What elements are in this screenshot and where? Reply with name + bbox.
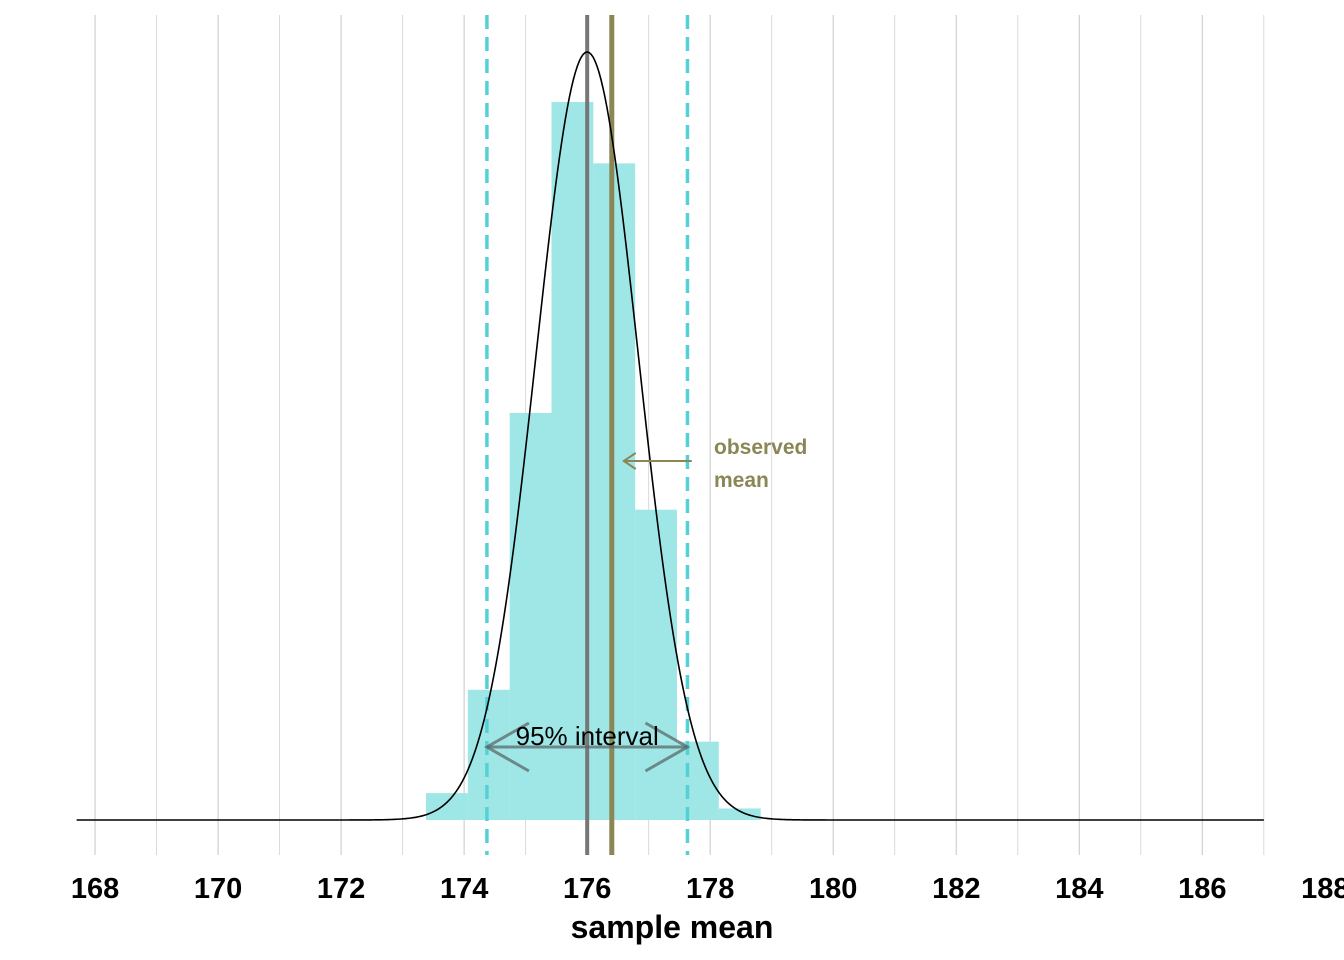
reference-lines xyxy=(485,15,690,855)
x-tick-label: 170 xyxy=(194,873,242,905)
x-tick-label: 178 xyxy=(686,873,734,905)
grid-lines xyxy=(94,15,1265,855)
observed-label-line1: observed xyxy=(714,436,807,459)
interval-annotation: 95% interval xyxy=(483,721,691,773)
x-tick-label: 182 xyxy=(932,873,980,905)
x-tick-label: 184 xyxy=(1055,873,1103,905)
interval-label: 95% interval xyxy=(516,721,659,751)
density-curve xyxy=(76,51,1264,821)
observed-arrowhead xyxy=(621,452,637,470)
x-tick-label: 174 xyxy=(440,873,488,905)
x-axis-ticks: 168 170 172 174 176 178 180 182 184 186 188 xyxy=(71,873,1344,905)
histogram-bar xyxy=(509,412,552,820)
histogram-bar xyxy=(718,808,761,820)
density-curve-group xyxy=(76,51,1264,821)
histogram-bar xyxy=(635,509,677,820)
x-axis-title: sample mean xyxy=(571,909,774,945)
x-tick-label: 180 xyxy=(809,873,857,905)
x-tick-label: 168 xyxy=(71,873,119,905)
observed-mean-annotation: observed mean xyxy=(621,436,807,492)
x-tick-label: 188 xyxy=(1301,873,1344,905)
interval-arrowhead-right xyxy=(644,721,691,773)
x-tick-label: 186 xyxy=(1178,873,1226,905)
x-tick-label: 172 xyxy=(317,873,365,905)
interval-arrowhead-left xyxy=(483,721,530,773)
observed-label-line2: mean xyxy=(714,469,769,492)
histogram-bar xyxy=(426,793,468,820)
x-tick-label: 176 xyxy=(563,873,611,905)
